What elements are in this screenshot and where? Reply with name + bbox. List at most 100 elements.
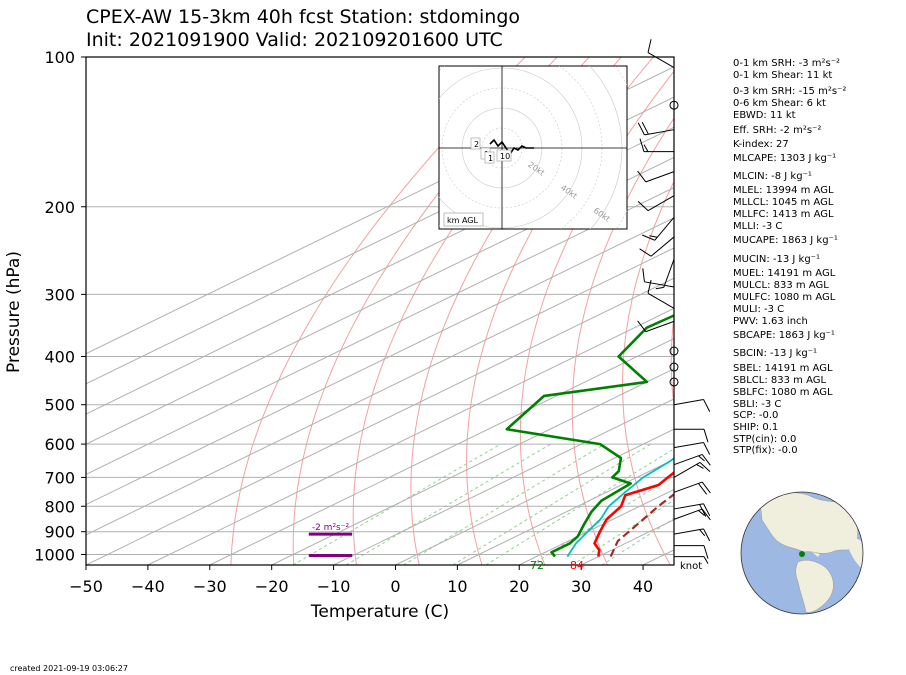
index-mlcin: MLCIN: -8 J kg⁻¹ xyxy=(733,171,812,182)
mixing-ratio-line xyxy=(292,443,501,565)
index-muel: MUEL: 14191 m AGL xyxy=(733,268,836,279)
index-srh-03: 0-3 km SRH: -15 m²s⁻² xyxy=(733,86,847,97)
index-srh-01: 0-1 km SRH: -3 m²s⁻² xyxy=(733,58,840,69)
y-axis-label: Pressure (hPa) xyxy=(4,251,24,373)
wind-barb-icon xyxy=(674,545,709,559)
chart-title-line2: Init: 2021091900 Valid: 202109201600 UTC xyxy=(86,29,503,51)
index-mucin: MUCIN: -13 J kg⁻¹ xyxy=(733,254,820,265)
isotherm-line xyxy=(86,187,674,475)
wind-barbs xyxy=(637,39,711,564)
parcel-profile xyxy=(609,492,674,558)
y-tick-label: 200 xyxy=(44,198,75,217)
isotherm-line xyxy=(147,307,674,565)
wind-barb-icon xyxy=(673,528,711,542)
hodograph-ring-label: 80kt xyxy=(625,229,645,247)
y-tick-label: 600 xyxy=(44,435,75,454)
wetbulb-profile xyxy=(566,457,674,558)
index-sbcape: SBCAPE: 1863 J kg⁻¹ xyxy=(733,330,835,341)
index-muli: MULI: -3 C xyxy=(733,304,785,315)
y-tick-label: 900 xyxy=(44,523,75,542)
dewpoint-profile xyxy=(505,314,674,558)
y-tick-label: 300 xyxy=(44,285,75,304)
wind-barb-icon xyxy=(673,503,711,517)
y-tick-label: 700 xyxy=(44,468,75,487)
wind-barb-icon xyxy=(673,399,711,412)
wind-barb-icon xyxy=(647,39,675,68)
index-sbcin: SBCIN: -13 J kg⁻¹ xyxy=(733,348,818,359)
hodograph-footer: km AGL xyxy=(447,216,479,225)
isotherm-line xyxy=(86,156,674,445)
dry-adiabat xyxy=(230,57,526,565)
x-tick-label: 40 xyxy=(633,577,653,596)
dry-adiabat xyxy=(622,180,674,565)
calm-wind-icon xyxy=(669,346,679,356)
y-tick-label: 1000 xyxy=(34,545,75,564)
mixing-ratio-line xyxy=(345,443,552,565)
x-tick-label: −50 xyxy=(69,577,103,596)
index-mllfc: MLLFC: 1413 m AGL xyxy=(733,209,834,220)
index-stp-fix: STP(fix): -0.0 xyxy=(733,445,798,456)
x-axis-label: Temperature (C) xyxy=(310,602,449,622)
dry-adiabat xyxy=(852,57,906,565)
isotherm-line xyxy=(86,126,674,415)
calm-wind-icon xyxy=(669,100,679,110)
isotherm-line xyxy=(457,458,674,565)
pressure-axis: 100 200 300 400 500 600 700 800 900 1000 xyxy=(34,48,86,564)
index-mulfc: MULFC: 1080 m AGL xyxy=(733,292,836,303)
wind-unit-label: knot xyxy=(680,561,702,572)
wind-barb-icon xyxy=(639,138,674,153)
x-tick-label: 20 xyxy=(509,577,529,596)
mixing-ratio-line xyxy=(452,443,652,565)
wind-barb-icon xyxy=(673,441,711,455)
dry-adiabat xyxy=(352,57,590,565)
wind-barb-icon xyxy=(647,279,675,309)
wind-barb-icon xyxy=(673,481,711,495)
dry-adiabat xyxy=(809,57,906,565)
index-stp-cin: STP(cin): 0.0 xyxy=(733,434,797,445)
isotherm-line xyxy=(86,247,674,536)
mixing-ratio-line xyxy=(571,499,674,565)
surface-dewpoint-label: 72 xyxy=(530,559,544,572)
isotherm-line xyxy=(395,428,674,565)
wind-barb-icon xyxy=(674,556,709,564)
dry-adiabat xyxy=(466,57,654,565)
index-sblcl: SBLCL: 833 m AGL xyxy=(733,375,827,386)
hodograph-height-label: 10 xyxy=(500,152,510,161)
hodograph-inset: 20kt40kt60kt80kt21110 km AGL xyxy=(438,65,645,247)
x-tick-label: −10 xyxy=(317,577,351,596)
x-tick-label: −20 xyxy=(255,577,289,596)
background-lines xyxy=(86,57,906,565)
index-sbli: SBLI: -3 C xyxy=(733,399,782,410)
sounding-profiles xyxy=(505,314,674,558)
wind-barb-icon xyxy=(674,428,709,443)
plot-frame xyxy=(85,56,675,566)
calm-wind-icon xyxy=(669,362,679,372)
wind-barb-icon xyxy=(637,320,675,333)
index-mlel: MLEL: 13994 m AGL xyxy=(733,185,834,196)
index-mlli: MLLI: -3 C xyxy=(733,221,783,232)
hodograph-height-label: 2 xyxy=(474,140,479,149)
wind-barb-icon xyxy=(642,268,675,288)
index-k: K-index: 27 xyxy=(733,139,789,150)
index-ebwd: EBWD: 11 kt xyxy=(733,110,796,121)
x-tick-label: 0 xyxy=(390,577,400,596)
station-marker-icon xyxy=(799,551,805,557)
x-tick-label: −30 xyxy=(193,577,227,596)
hodograph-height-box xyxy=(496,149,512,162)
wind-barb-icon xyxy=(655,259,675,290)
temperature-axis: −50 −40 −30 −20 −10 0 10 20 30 40 xyxy=(69,565,653,596)
temperature-profile xyxy=(593,470,674,557)
y-tick-label: 400 xyxy=(44,348,75,367)
y-tick-label: 500 xyxy=(44,396,75,415)
dry-adiabat xyxy=(519,70,674,565)
y-tick-label: 800 xyxy=(44,497,75,516)
isotherm-line xyxy=(271,368,674,565)
index-pwv: PWV: 1.63 inch xyxy=(733,316,808,327)
wind-barb-icon xyxy=(641,216,675,241)
dry-adiabat xyxy=(894,57,906,565)
hodograph-height-box xyxy=(470,137,481,150)
index-scp: SCP: -0.0 xyxy=(733,410,779,421)
index-eff-srh: Eff. SRH: -2 m²s⁻² xyxy=(733,125,822,136)
dry-adiabat xyxy=(571,117,674,565)
